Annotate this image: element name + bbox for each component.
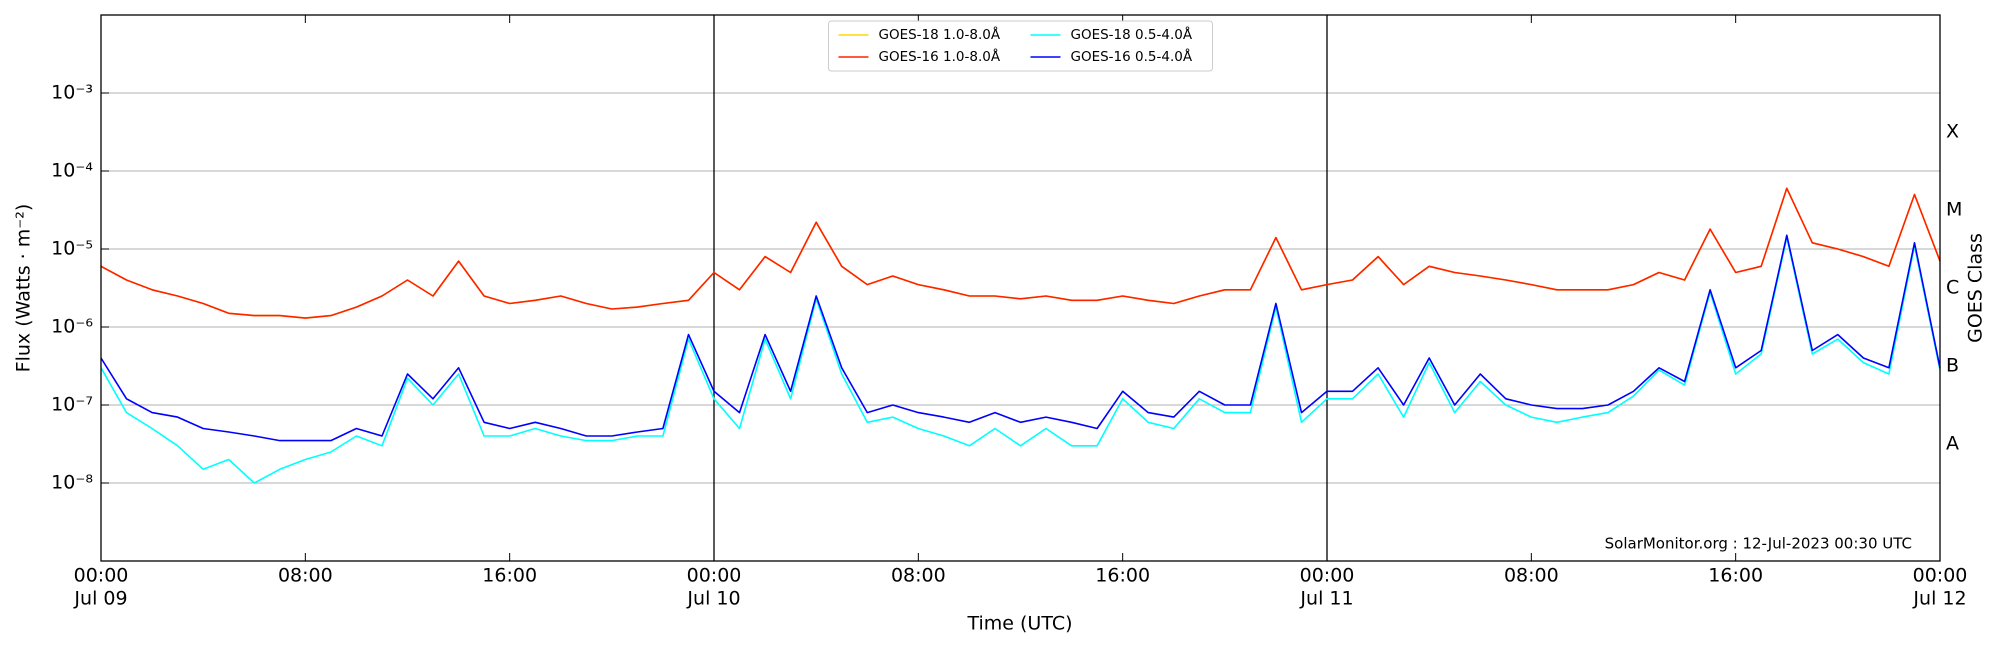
y2-axis-label: GOES Class xyxy=(1965,233,1987,343)
x-tick-label: 16:00 xyxy=(1095,565,1150,587)
series-line xyxy=(100,234,1941,442)
series-line xyxy=(100,236,1941,484)
annotation: SolarMonitor.org : 12-Jul-2023 00:30 UTC xyxy=(1605,535,1912,553)
x-tick-label: 08:00 xyxy=(891,565,946,587)
x-tick-date-label: Jul 11 xyxy=(1299,588,1353,610)
legend-label: GOES-16 1.0-8.0Å xyxy=(879,48,1001,65)
x-tick-label: 00:00 xyxy=(1300,565,1355,587)
x-tick-date-label: Jul 10 xyxy=(686,588,740,610)
y-tick-label: 10⁻⁸ xyxy=(51,472,93,494)
series-line xyxy=(100,187,1941,319)
x-tick-label: 16:00 xyxy=(482,565,537,587)
x-tick-date-label: Jul 12 xyxy=(1912,588,1966,610)
y-tick-label: 10⁻⁵ xyxy=(51,238,93,260)
y-tick-label: 10⁻³ xyxy=(51,82,93,104)
legend-label: GOES-18 0.5-4.0Å xyxy=(1071,26,1193,43)
x-tick-label: 08:00 xyxy=(1504,565,1559,587)
y-tick-label: 10⁻⁶ xyxy=(51,316,93,338)
y-axis-label: Flux (Watts · m⁻²) xyxy=(13,204,35,373)
y2-tick-label: M xyxy=(1946,199,1962,221)
y2-tick-label: A xyxy=(1946,433,1959,455)
x-axis-label: Time (UTC) xyxy=(966,613,1072,635)
x-tick-label: 00:00 xyxy=(687,565,742,587)
y2-tick-label: C xyxy=(1946,277,1959,299)
x-tick-label: 16:00 xyxy=(1708,565,1763,587)
y-tick-label: 10⁻⁷ xyxy=(51,394,93,416)
legend-label: GOES-18 1.0-8.0Å xyxy=(879,26,1001,43)
y-tick-label: 10⁻⁴ xyxy=(51,160,93,182)
x-tick-date-label: Jul 09 xyxy=(73,588,127,610)
x-tick-label: 00:00 xyxy=(74,565,129,587)
x-tick-label: 00:00 xyxy=(1913,565,1968,587)
y2-tick-label: B xyxy=(1946,355,1959,377)
legend-box xyxy=(828,20,1213,72)
plot-frame xyxy=(100,14,1941,562)
legend-label: GOES-16 0.5-4.0Å xyxy=(1071,48,1193,65)
y2-tick-label: X xyxy=(1946,121,1959,143)
x-tick-label: 08:00 xyxy=(278,565,333,587)
